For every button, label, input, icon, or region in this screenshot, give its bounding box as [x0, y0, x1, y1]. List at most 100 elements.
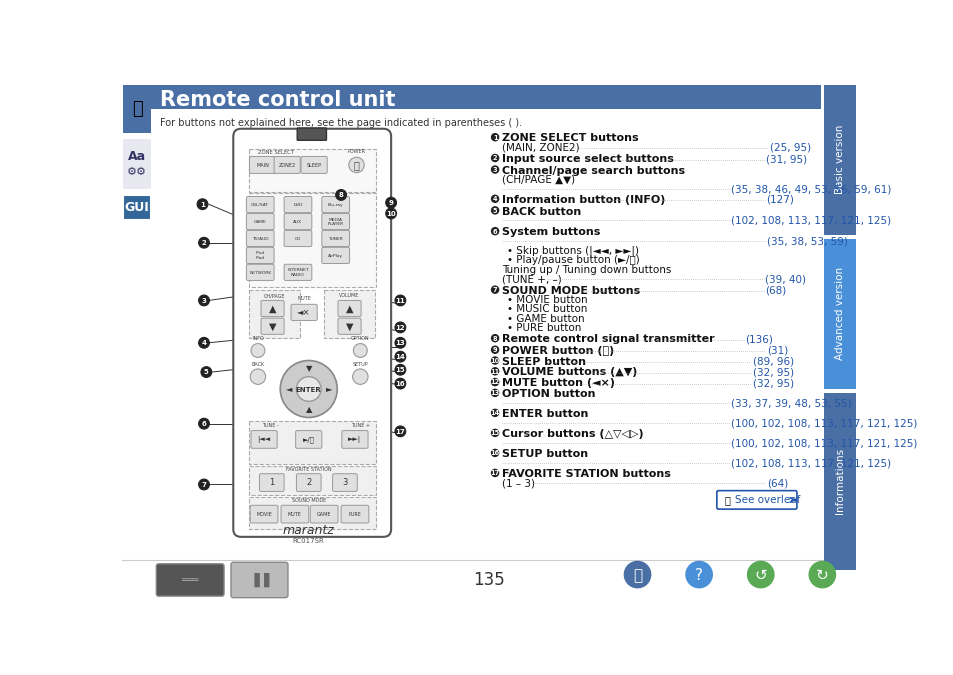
Text: SLEEP button: SLEEP button [501, 356, 585, 367]
Text: ZONE SELECT buttons: ZONE SELECT buttons [501, 134, 638, 143]
FancyBboxPatch shape [246, 264, 274, 280]
Text: ▼: ▼ [345, 321, 353, 331]
Circle shape [395, 322, 405, 333]
Text: Tuning up / Tuning down buttons: Tuning up / Tuning down buttons [501, 265, 671, 275]
Text: (32, 95): (32, 95) [752, 367, 793, 377]
Text: VOLUME buttons (▲▼): VOLUME buttons (▲▼) [501, 367, 637, 377]
Circle shape [198, 338, 210, 348]
Text: (MAIN, ZONE2): (MAIN, ZONE2) [501, 142, 579, 153]
FancyBboxPatch shape [261, 318, 284, 334]
FancyBboxPatch shape [249, 290, 299, 338]
Text: 7: 7 [201, 482, 206, 488]
Circle shape [491, 154, 498, 162]
Text: 14: 14 [490, 410, 499, 416]
Circle shape [353, 369, 368, 384]
Text: 16: 16 [395, 381, 405, 387]
Circle shape [491, 449, 498, 457]
Circle shape [251, 344, 265, 358]
Text: VOLUME: VOLUME [339, 294, 359, 298]
Text: Remote control unit: Remote control unit [160, 90, 395, 110]
FancyBboxPatch shape [274, 157, 300, 173]
Text: (102, 108, 113, 117, 121, 125): (102, 108, 113, 117, 121, 125) [731, 458, 891, 468]
Circle shape [491, 408, 498, 417]
Circle shape [335, 190, 346, 200]
Text: 135: 135 [473, 571, 504, 589]
Text: FAVORITE STATION: FAVORITE STATION [286, 466, 332, 472]
Text: ▲: ▲ [305, 404, 312, 414]
FancyBboxPatch shape [341, 431, 368, 448]
FancyBboxPatch shape [823, 85, 856, 235]
Text: (39, 40): (39, 40) [764, 274, 805, 284]
Text: 3: 3 [342, 479, 347, 487]
Circle shape [198, 479, 210, 490]
Text: 9: 9 [388, 200, 394, 206]
Text: 12: 12 [490, 379, 499, 385]
Text: 4: 4 [493, 196, 497, 202]
Text: CH/PAGE: CH/PAGE [263, 294, 285, 298]
FancyBboxPatch shape [341, 506, 369, 523]
Circle shape [198, 238, 210, 248]
FancyBboxPatch shape [297, 128, 326, 140]
Text: iPod
iPad: iPod iPad [255, 252, 265, 260]
Text: • PURE button: • PURE button [506, 323, 580, 333]
Text: 1: 1 [269, 479, 274, 487]
FancyBboxPatch shape [281, 506, 309, 523]
Circle shape [491, 356, 498, 365]
Text: 5: 5 [204, 369, 209, 375]
Text: BACK: BACK [251, 362, 264, 367]
FancyBboxPatch shape [321, 196, 349, 213]
Text: OPTION: OPTION [351, 337, 369, 342]
Circle shape [807, 561, 836, 589]
Text: MOVIE: MOVIE [255, 512, 272, 517]
Circle shape [197, 199, 208, 210]
Text: 8: 8 [338, 192, 343, 198]
Text: 8: 8 [493, 335, 497, 342]
FancyBboxPatch shape [231, 562, 288, 597]
Text: (136): (136) [744, 334, 772, 344]
Text: • Play/pause button (►/⏸): • Play/pause button (►/⏸) [506, 255, 639, 265]
Circle shape [353, 344, 367, 358]
Text: ↻: ↻ [815, 568, 828, 583]
Circle shape [491, 429, 498, 437]
Text: (31): (31) [766, 346, 787, 356]
Circle shape [491, 468, 498, 477]
Text: ═══: ═══ [181, 575, 199, 585]
Text: RC017SR: RC017SR [293, 538, 324, 543]
FancyBboxPatch shape [123, 195, 151, 219]
FancyBboxPatch shape [324, 290, 375, 338]
FancyBboxPatch shape [246, 196, 274, 213]
FancyBboxPatch shape [249, 157, 275, 173]
Text: 2: 2 [201, 240, 206, 246]
Circle shape [491, 378, 498, 386]
Text: Informations: Informations [834, 448, 844, 514]
Text: ↺: ↺ [754, 568, 766, 583]
FancyBboxPatch shape [716, 491, 796, 509]
Text: NETWORK: NETWORK [249, 271, 271, 275]
Text: 📖: 📖 [632, 568, 641, 583]
Circle shape [395, 378, 405, 389]
FancyBboxPatch shape [123, 85, 151, 132]
Circle shape [491, 286, 498, 294]
Circle shape [395, 364, 405, 375]
Text: 3: 3 [201, 298, 206, 304]
FancyBboxPatch shape [337, 318, 361, 334]
Text: 7: 7 [493, 287, 497, 293]
FancyBboxPatch shape [310, 506, 337, 523]
Circle shape [491, 194, 498, 203]
FancyBboxPatch shape [291, 304, 317, 321]
Text: 17: 17 [490, 470, 499, 477]
Text: SOUND MODE: SOUND MODE [292, 498, 326, 503]
Text: 1: 1 [493, 134, 497, 140]
FancyBboxPatch shape [284, 230, 312, 246]
Circle shape [395, 295, 405, 306]
Text: Blu-ray: Blu-ray [328, 203, 343, 207]
Circle shape [385, 197, 396, 208]
Text: • GAME button: • GAME button [506, 314, 583, 323]
Text: (25, 95): (25, 95) [769, 142, 810, 153]
FancyBboxPatch shape [249, 194, 375, 288]
Text: 6: 6 [201, 421, 206, 427]
Text: MUTE: MUTE [288, 512, 301, 517]
Text: (89, 96): (89, 96) [752, 356, 793, 367]
Text: Remote control signal transmitter: Remote control signal transmitter [501, 334, 714, 344]
FancyBboxPatch shape [246, 230, 274, 246]
